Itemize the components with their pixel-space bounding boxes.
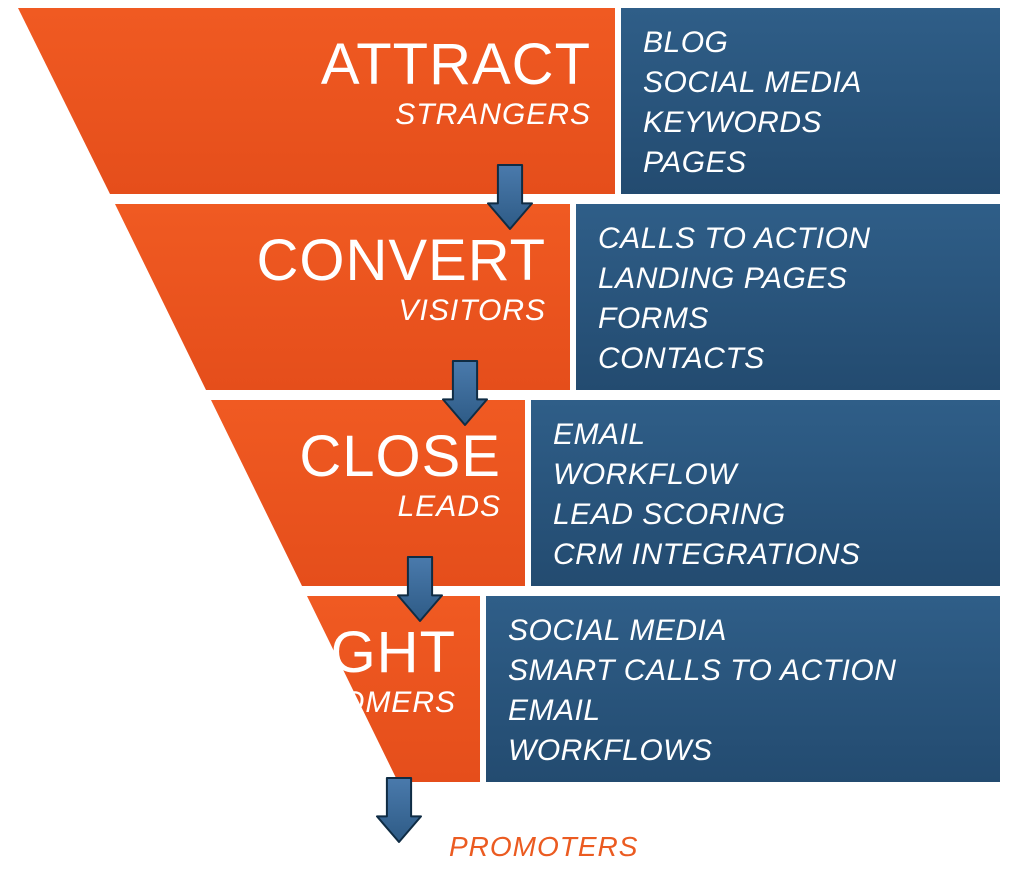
- detail-item-2-0: EMAIL: [553, 418, 646, 451]
- stage-subtitle-1: VISITORS: [399, 294, 546, 327]
- funnel-diagram: ATTRACTSTRANGERS BLOG SOCIAL MEDIA KEYWORDS…: [0, 0, 1024, 879]
- stage-title-3: DELIGHT: [198, 620, 456, 685]
- detail-item-3-0: SOCIAL MEDIA: [508, 614, 727, 647]
- detail-item-2-2: LEAD SCORING: [553, 498, 786, 531]
- arrow-down-icon: [377, 778, 421, 842]
- detail-item-2-1: WORKFLOW: [553, 458, 739, 491]
- stage-title-1: CONVERT: [256, 228, 546, 293]
- detail-item-1-2: FORMS: [598, 302, 709, 335]
- detail-item-3-1: SMART CALLS TO ACTION: [508, 654, 896, 687]
- detail-item-0-0: BLOG: [643, 26, 728, 59]
- detail-item-1-1: LANDING PAGES: [598, 262, 847, 295]
- detail-item-3-3: WORKFLOWS: [508, 734, 713, 767]
- detail-item-3-2: EMAIL: [508, 694, 601, 727]
- stage-subtitle-3: CUSTOMERS: [256, 686, 456, 719]
- detail-item-2-3: CRM INTEGRATIONS: [553, 538, 860, 571]
- detail-item-1-0: CALLS TO ACTION: [598, 222, 871, 255]
- detail-item-0-1: SOCIAL MEDIA: [643, 66, 862, 99]
- stage-title-0: ATTRACT: [321, 32, 591, 97]
- stage-subtitle-0: STRANGERS: [395, 98, 591, 131]
- detail-item-1-3: CONTACTS: [598, 342, 765, 375]
- detail-item-0-3: PAGES: [643, 146, 747, 179]
- stage-title-2: CLOSE: [299, 424, 501, 489]
- detail-item-0-2: KEYWORDS: [643, 106, 822, 139]
- final-label: PROMOTERS: [449, 831, 638, 862]
- stage-subtitle-2: LEADS: [398, 490, 501, 523]
